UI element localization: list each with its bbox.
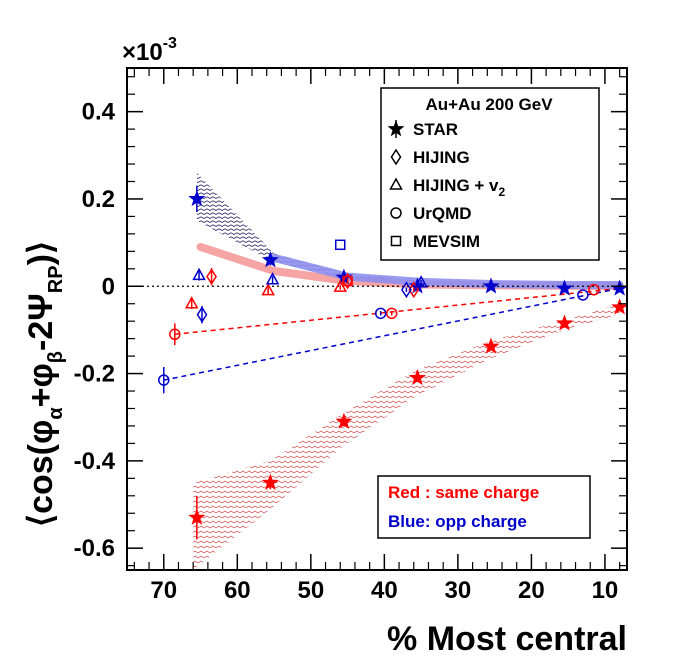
diamond-marker [342,272,353,290]
legend-entry-mevsim: MEVSIM [413,232,480,251]
circle-marker [588,284,600,296]
square-marker [390,235,402,247]
legend-title: Au+Au 200 GeV [425,95,553,114]
star-marker [556,279,573,296]
legend-entry-star: STAR [413,120,458,139]
star-marker [611,298,627,315]
x-tick-label: 50 [297,577,324,604]
diamond-marker [196,306,208,324]
circle-marker [169,328,181,341]
square-marker [334,239,346,251]
circle-marker [158,374,170,386]
star-marker [482,337,500,354]
charge-note: Red : same charge Blue: opp charge [377,475,591,539]
x-tick-label: 70 [150,577,177,604]
legend: Au+Au 200 GeV STAR HIJING HIJING + v2 Ur… [380,87,600,261]
diamond-marker [401,281,412,299]
charge-note-box [377,475,591,539]
y-tick-label: 0.4 [82,99,116,126]
x-tick-label: 10 [592,577,619,604]
fit-lines [163,287,620,381]
triangle-marker [261,283,275,296]
legend-entry-hijing: HIJING [413,148,470,167]
fit-line [174,287,620,336]
star-marker [188,190,206,207]
note-opp-charge: Blue: opp charge [388,512,527,531]
legend-box [380,87,600,261]
circle-marker [390,207,402,219]
circle-marker [374,307,387,320]
y-scale-label: ×10-3 [122,35,177,66]
diamond-marker [390,148,402,166]
diamond-marker [206,268,217,286]
legend-entry-hijing-v2: HIJING + v2 [413,176,506,199]
triangle-marker [389,177,403,190]
x-tick-label: 30 [445,577,472,604]
x-tick-labels: 70 60 50 40 30 20 10 [150,577,618,604]
y-tick-label: -0.6 [74,535,115,562]
legend-entry-urqmd: UrQMD [413,204,472,223]
star-marker [387,120,405,137]
x-tick-label: 40 [371,577,398,604]
data-points [158,185,627,540]
triangle-marker [414,275,428,288]
legend-markers [387,120,405,247]
star-marker [335,412,353,429]
circle-marker [385,307,398,320]
star-marker [408,368,426,386]
star-marker [261,473,279,490]
x-tick-label: 20 [518,577,545,604]
y-tick-label: 0.2 [82,186,115,213]
fit-line [163,287,620,381]
x-axis-title: % Most central [387,620,627,658]
prediction-curve [270,253,624,289]
square-marker [342,275,353,287]
plot-frame [126,67,628,571]
star-marker [556,314,573,331]
circle-marker [577,289,589,301]
y-axis-title: ⟨cos(φα+φβ-2ΨRP)⟩ [22,241,67,527]
star-marker [261,251,279,268]
star-marker [188,508,206,525]
axis-ticks [127,68,627,570]
y-tick-label: -0.2 [74,361,115,388]
y-tick-label: -0.4 [74,448,116,475]
triangle-marker [265,272,280,285]
triangle-marker [184,296,199,309]
y-tick-label: 0 [102,273,115,300]
triangle-marker [192,267,206,281]
star-marker [482,277,500,294]
y-tick-labels: -0.6 -0.4 -0.2 0 0.2 0.4 [74,99,116,563]
x-tick-label: 60 [224,577,251,604]
note-same-charge: Red : same charge [388,483,539,502]
